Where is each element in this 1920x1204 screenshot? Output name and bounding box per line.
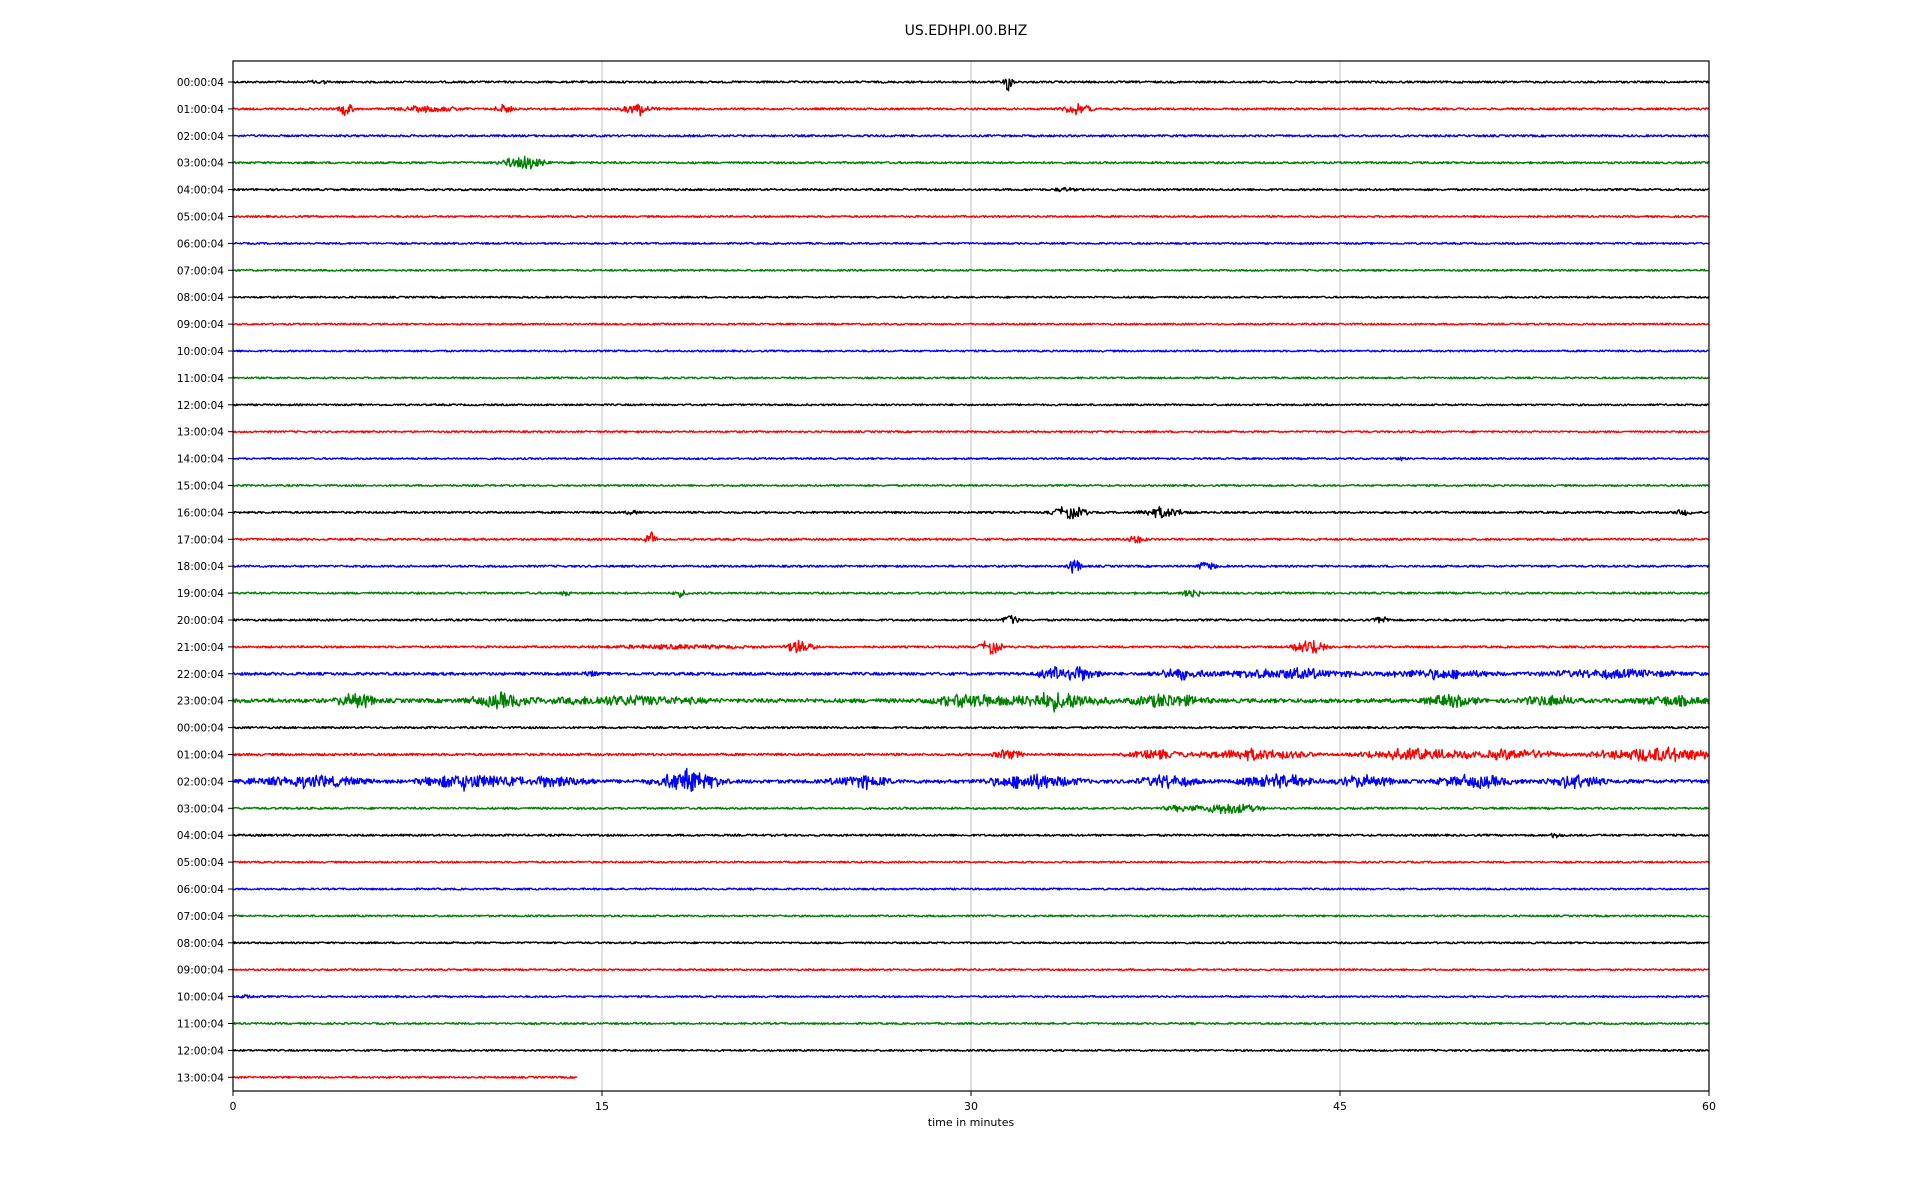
trace-row-11 (232, 376, 1710, 380)
row-label: 10:00:04 (177, 992, 224, 1004)
trace-row-33 (232, 968, 1710, 972)
row-label: 16:00:04 (177, 507, 224, 519)
row-label: 06:00:04 (177, 884, 224, 896)
trace-row-25 (232, 746, 1710, 763)
x-axis-label: time in minutes (928, 1116, 1015, 1129)
row-label: 05:00:04 (177, 212, 224, 224)
chart-title: US.EDHPI.00.BHZ (905, 23, 1028, 39)
row-label: 07:00:04 (177, 265, 224, 277)
row-label: 13:00:04 (177, 427, 224, 439)
row-label: 02:00:04 (177, 131, 224, 143)
row-label: 06:00:04 (177, 238, 224, 250)
trace-row-6 (232, 241, 1710, 245)
row-label: 18:00:04 (177, 561, 224, 573)
seismic-traces (232, 78, 1710, 1079)
trace-row-29 (232, 860, 1710, 864)
trace-row-20 (232, 614, 1710, 625)
row-label: 10:00:04 (177, 346, 224, 358)
x-tick-label-0: 0 (230, 1100, 237, 1113)
row-label: 21:00:04 (177, 642, 224, 654)
row-label: 12:00:04 (177, 1045, 224, 1057)
trace-row-24 (232, 725, 1710, 730)
trace-row-2 (232, 134, 1710, 138)
trace-row-34 (232, 993, 1710, 999)
trace-row-30 (232, 887, 1710, 891)
trace-row-22 (232, 666, 1710, 682)
row-label: 08:00:04 (177, 938, 224, 950)
x-axis-ticks: 0 15 30 45 60 (230, 1091, 1716, 1113)
row-label: 14:00:04 (177, 454, 224, 466)
trace-row-26 (232, 767, 1710, 793)
trace-row-13 (232, 430, 1710, 434)
row-label: 08:00:04 (177, 292, 224, 304)
row-label: 12:00:04 (177, 400, 224, 412)
row-label: 07:00:04 (177, 911, 224, 923)
row-time-labels: 00:00:04 01:00:04 02:00:04 03:00:04 04:00:04… (177, 77, 233, 1084)
trace-row-3 (232, 155, 1710, 170)
row-label: 22:00:04 (177, 669, 224, 681)
trace-row-37 (232, 1075, 578, 1079)
row-label: 09:00:04 (177, 319, 224, 331)
row-label: 00:00:04 (177, 77, 224, 89)
trace-row-21 (232, 639, 1710, 655)
trace-row-36 (232, 1048, 1710, 1052)
row-label: 11:00:04 (177, 1019, 224, 1031)
trace-row-10 (232, 349, 1710, 353)
trace-row-0 (232, 78, 1710, 92)
trace-row-14 (232, 456, 1710, 462)
trace-row-7 (232, 268, 1710, 272)
trace-row-4 (232, 186, 1710, 193)
row-label: 17:00:04 (177, 534, 224, 546)
row-label: 09:00:04 (177, 965, 224, 977)
row-label: 04:00:04 (177, 185, 224, 197)
grid-lines (601, 61, 1341, 1091)
row-label: 03:00:04 (177, 803, 224, 815)
row-label: 00:00:04 (177, 723, 224, 735)
trace-row-1 (232, 102, 1710, 117)
trace-row-8 (232, 295, 1710, 299)
row-label: 05:00:04 (177, 857, 224, 869)
trace-row-16 (232, 506, 1710, 520)
row-label: 19:00:04 (177, 588, 224, 600)
row-label: 01:00:04 (177, 750, 224, 762)
row-label: 20:00:04 (177, 615, 224, 627)
row-label: 01:00:04 (177, 104, 224, 116)
trace-row-9 (232, 322, 1710, 326)
trace-row-18 (232, 559, 1710, 574)
row-label: 13:00:04 (177, 1072, 224, 1084)
trace-row-5 (232, 214, 1710, 219)
row-label: 02:00:04 (177, 776, 224, 788)
trace-row-31 (232, 914, 1710, 918)
trace-row-28 (232, 832, 1710, 839)
row-label: 15:00:04 (177, 481, 224, 493)
x-tick-label-30: 30 (964, 1100, 978, 1113)
x-tick-label-15: 15 (595, 1100, 609, 1113)
trace-row-32 (232, 941, 1710, 945)
trace-row-35 (232, 1021, 1710, 1026)
row-label: 04:00:04 (177, 830, 224, 842)
trace-row-19 (232, 589, 1710, 599)
row-label: 11:00:04 (177, 373, 224, 385)
x-tick-label-60: 60 (1702, 1100, 1716, 1113)
trace-row-27 (232, 803, 1710, 815)
trace-row-17 (232, 531, 1710, 544)
trace-row-23 (232, 691, 1710, 713)
trace-row-12 (232, 403, 1710, 407)
trace-row-15 (232, 483, 1710, 488)
x-tick-label-45: 45 (1333, 1100, 1347, 1113)
row-label: 03:00:04 (177, 158, 224, 170)
row-label: 23:00:04 (177, 696, 224, 708)
